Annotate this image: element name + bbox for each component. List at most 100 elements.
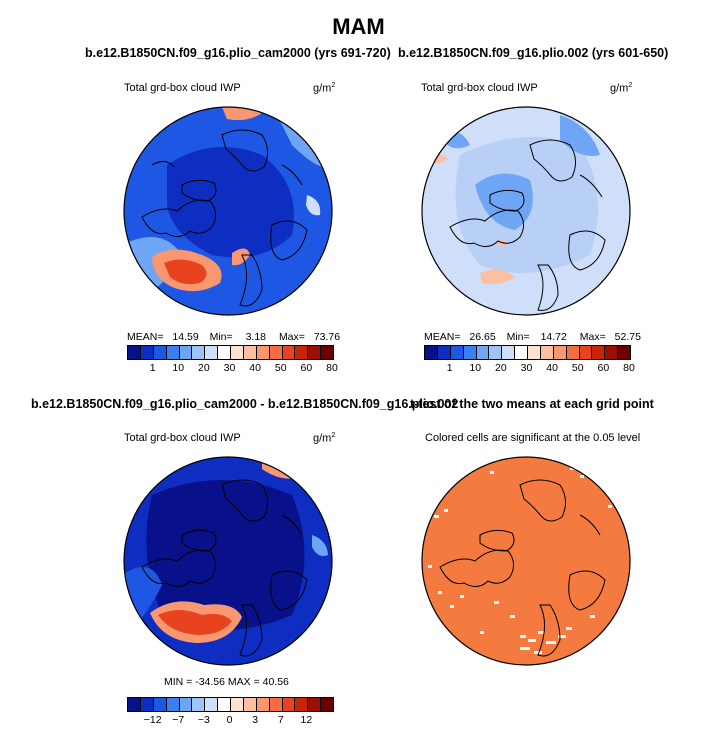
- colorbar-swatch: [255, 698, 269, 711]
- colorbar-tick-label: 30: [520, 362, 533, 374]
- colorbar-swatch: [165, 346, 179, 359]
- colorbar-swatch: [230, 346, 243, 359]
- min-label: Min=: [506, 331, 530, 343]
- colorbar-tick-label: 12: [300, 714, 313, 726]
- map-border: [421, 456, 631, 666]
- colorbar-tick-label: 50: [571, 362, 584, 374]
- max-value: 52.75: [614, 331, 641, 343]
- coastlines: [449, 139, 606, 311]
- colorbar-tick-label: 40: [546, 362, 558, 374]
- non-significant-cells: [428, 467, 612, 654]
- stats-top-left: MEAN= 14.59 Min= 3.18 Max= 73.76: [127, 331, 340, 343]
- colorbar-tick-label: −12: [143, 714, 162, 726]
- colorbar-labels-bottom-left: −12 −7 −3 0 3 7 12: [127, 714, 332, 728]
- map-border: [123, 456, 333, 666]
- min-label: Min=: [209, 331, 233, 343]
- coastlines: [141, 479, 308, 657]
- map-contour-region: [146, 480, 305, 630]
- polar-map-top-left: [123, 106, 333, 316]
- colorbar-swatch: [217, 346, 230, 359]
- variable-label-bottom-left: Total grd-box cloud IWP: [124, 432, 241, 444]
- stats-top-right: MEAN= 26.65 Min= 14.72 Max= 52.75: [424, 331, 641, 343]
- colorbar-tick-label: 3: [252, 714, 259, 726]
- colorbar-swatch: [268, 346, 282, 359]
- map-contour-region: [167, 147, 294, 258]
- colorbar-swatch: [501, 346, 515, 359]
- colorbar-swatch: [294, 346, 308, 359]
- colorbar-swatch: [488, 346, 502, 359]
- colorbar-swatch: [128, 346, 140, 359]
- colorbar-swatch: [462, 346, 476, 359]
- colorbar-tick-label: 30: [223, 362, 236, 374]
- colorbar-swatch: [565, 346, 579, 359]
- colorbar-swatch: [539, 346, 553, 359]
- min-value: 3.18: [245, 331, 267, 343]
- colorbar-tick-label: 1: [149, 362, 156, 374]
- coastlines: [141, 129, 308, 307]
- colorbar-swatch: [230, 698, 243, 711]
- colorbar-swatch: [475, 346, 489, 359]
- colorbar-tick-label: 60: [300, 362, 313, 374]
- colorbar-swatch: [204, 698, 218, 711]
- colorbar-swatch: [320, 346, 333, 359]
- colorbar-swatch: [294, 698, 308, 711]
- colorbar-top-left: [127, 345, 334, 360]
- colorbar-tick-label: 50: [274, 362, 287, 374]
- max-value: 73.76: [313, 331, 341, 343]
- map-contour-region: [158, 610, 232, 635]
- colorbar-swatch: [255, 346, 269, 359]
- colorbar-swatch: [242, 346, 256, 359]
- colorbar-tick-label: 0: [226, 714, 233, 726]
- map-background: [422, 457, 630, 665]
- colorbar-swatch: [242, 698, 256, 711]
- colorbar-swatch: [617, 346, 630, 359]
- polar-map-bottom-left: [123, 456, 333, 666]
- colorbar-swatch: [191, 346, 205, 359]
- colorbar-swatch: [139, 346, 153, 359]
- colorbar-tick-label: 80: [623, 362, 635, 374]
- colorbar-swatch: [281, 698, 295, 711]
- mean-value: 26.65: [469, 331, 496, 343]
- coastlines: [439, 479, 606, 657]
- colorbar-swatch: [281, 346, 295, 359]
- mean-label: MEAN=: [127, 331, 164, 343]
- colorbar-tick-label: 20: [198, 362, 210, 374]
- mean-label: MEAN=: [424, 331, 461, 343]
- colorbar-bottom-left: [127, 697, 334, 712]
- map-contour-region: [480, 269, 515, 285]
- colorbar-swatch: [436, 346, 450, 359]
- min-value: 14.72: [540, 331, 567, 343]
- colorbar-swatch: [178, 346, 192, 359]
- colorbar-tick-label: 10: [469, 362, 482, 374]
- map-contour-region: [312, 535, 328, 556]
- case-title-top-left: b.e12.B1850CN.f09_g16.plio_cam2000 (yrs …: [85, 46, 391, 60]
- colorbar-swatch: [307, 698, 321, 711]
- colorbar-swatch: [128, 698, 140, 711]
- mean-value: 14.59: [172, 331, 199, 343]
- colorbar-swatch: [527, 346, 540, 359]
- colorbar-tick-label: 60: [597, 362, 610, 374]
- colorbar-tick-label: −3: [197, 714, 210, 726]
- max-label: Max=: [579, 331, 606, 343]
- colorbar-tick-label: 1: [446, 362, 453, 374]
- map-contour-region: [306, 195, 321, 216]
- variable-label-top-left: Total grd-box cloud IWP: [124, 82, 241, 94]
- variable-label-bottom-right: Colored cells are significant at the 0.0…: [425, 432, 641, 444]
- colorbar-swatch: [191, 698, 205, 711]
- colorbar-swatch: [604, 346, 618, 359]
- colorbar-tick-label: −7: [172, 714, 185, 726]
- colorbar-swatch: [425, 346, 437, 359]
- map-contour-region: [232, 248, 250, 266]
- colorbar-swatch: [204, 346, 218, 359]
- colorbar-swatch: [591, 346, 605, 359]
- colorbar-swatch: [178, 698, 192, 711]
- colorbar-tick-label: 10: [172, 362, 185, 374]
- colorbar-swatch: [449, 346, 463, 359]
- case-title-top-right: b.e12.B1850CN.f09_g16.plio.002 (yrs 601-…: [398, 46, 669, 60]
- figure-title: MAM: [332, 14, 385, 39]
- colorbar-swatch: [152, 698, 166, 711]
- colorbar-top-right: [424, 345, 631, 360]
- map-contour-region: [475, 173, 533, 230]
- case-title-bottom-right: t-test of the two means at each grid poi…: [410, 397, 654, 411]
- colorbar-labels-top-right: 1 10 20 30 40 50 60 80: [424, 362, 635, 376]
